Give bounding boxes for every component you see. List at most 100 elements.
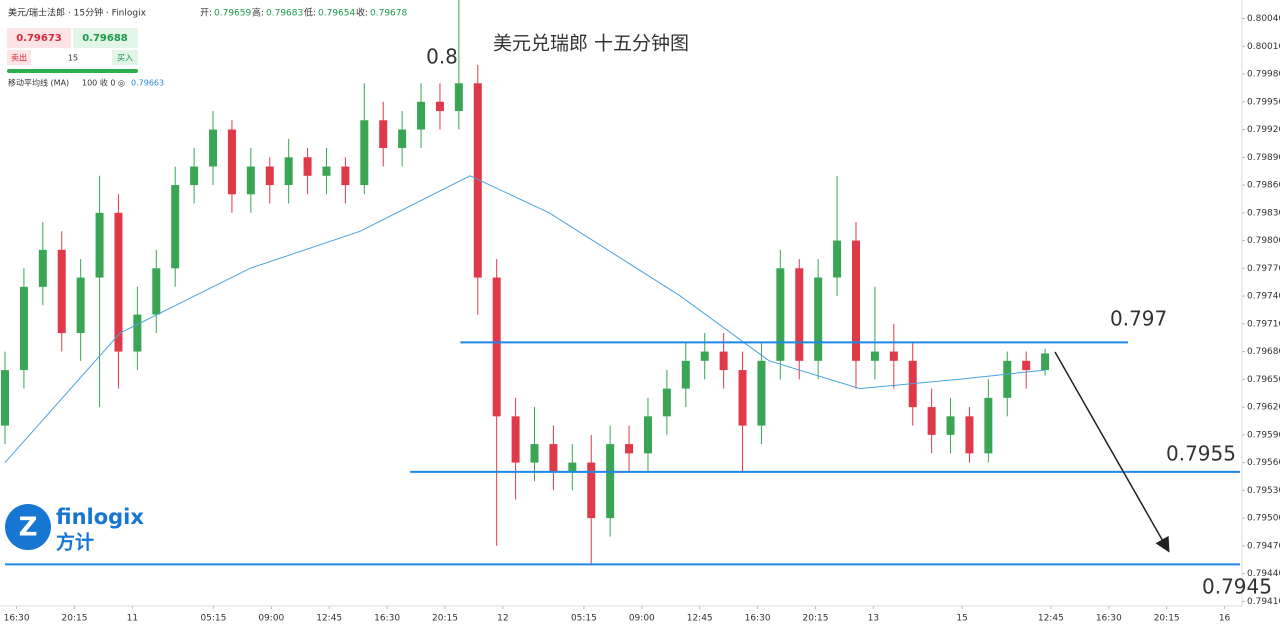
x-tick-label: 12:45 xyxy=(316,614,342,624)
candle-body xyxy=(757,360,766,426)
candle-body xyxy=(719,351,728,371)
x-tick-label: 05:15 xyxy=(200,614,226,624)
x-tick-label: 20:15 xyxy=(1154,614,1180,624)
x-tick-label: 20:15 xyxy=(803,614,829,624)
candle-body xyxy=(76,277,85,334)
chart-title: 美元兑瑞郎 十五分钟图 xyxy=(493,33,689,55)
candle-body xyxy=(152,268,161,315)
high-label: 高: xyxy=(252,7,264,19)
candle-body xyxy=(606,444,615,519)
candle-body xyxy=(814,277,823,361)
high-value: 0.79683 xyxy=(266,9,303,19)
candle-body xyxy=(227,129,236,195)
candle-body xyxy=(851,240,860,361)
candle-body xyxy=(492,277,501,417)
sell-button[interactable] xyxy=(7,28,71,48)
candle-body xyxy=(190,166,199,186)
x-tick-label: 16:30 xyxy=(4,614,30,624)
logo-mark xyxy=(5,504,51,550)
candle-body xyxy=(700,351,709,361)
y-tick-label: 0.80040 xyxy=(1247,14,1280,24)
candle-body xyxy=(435,101,444,112)
candle-body xyxy=(795,268,804,361)
buy-tag[interactable] xyxy=(112,50,138,65)
candle-body xyxy=(417,101,426,130)
candle-body xyxy=(870,351,879,361)
sell-label: 卖出 xyxy=(11,53,27,63)
x-tick-label: 16:30 xyxy=(374,614,400,624)
open-label: 开: xyxy=(200,8,212,19)
candle-body xyxy=(360,120,369,186)
candle-body xyxy=(738,370,747,426)
buy-price: 0.79688 xyxy=(82,33,128,44)
x-tick-label: 16:30 xyxy=(745,614,771,624)
candle-body xyxy=(776,268,785,361)
candle-body xyxy=(549,444,558,472)
candle-body xyxy=(587,462,596,519)
x-tick-label: 11 xyxy=(127,614,138,624)
candle-body xyxy=(38,249,47,287)
candle-body xyxy=(984,397,993,454)
close-label: 收: xyxy=(356,7,368,19)
logo-glyph: Z xyxy=(19,513,38,543)
candle-body xyxy=(927,407,936,435)
candle-body xyxy=(662,388,671,417)
candle-body xyxy=(625,444,634,454)
candle-body xyxy=(530,444,539,463)
x-tick-label: 20:15 xyxy=(62,614,88,624)
candle-body xyxy=(681,360,690,389)
candle-body xyxy=(322,166,331,176)
candle-body xyxy=(1003,360,1012,398)
candle-body xyxy=(284,157,293,186)
x-tick-label: 05:15 xyxy=(571,614,597,624)
x-tick-label: 15 xyxy=(956,614,967,624)
low-label: 低: xyxy=(304,7,316,19)
close-value: 0.79678 xyxy=(370,9,407,19)
candle-body xyxy=(511,416,520,463)
candle-body xyxy=(398,129,407,149)
candle-body xyxy=(833,240,842,278)
candle-body xyxy=(209,129,218,167)
x-tick-label: 12 xyxy=(497,614,508,624)
candle-body xyxy=(114,212,123,352)
candle-body xyxy=(341,166,350,186)
x-tick-label: 09:00 xyxy=(258,614,284,624)
candle-body xyxy=(95,212,104,278)
candle-body xyxy=(57,249,66,334)
buy-label: 买入 xyxy=(117,54,133,63)
open-value: 0.79659 xyxy=(214,9,251,19)
candle-body xyxy=(133,314,142,352)
candle-body xyxy=(1041,353,1050,371)
level-label: 0.7945 xyxy=(1202,575,1272,599)
buy-button[interactable] xyxy=(73,28,138,48)
moving-average xyxy=(4,175,1046,463)
level-label: 0.797 xyxy=(1110,307,1167,331)
candle-body xyxy=(965,416,974,454)
candle-body xyxy=(379,120,388,149)
candle-body xyxy=(1,370,9,426)
candle-body xyxy=(171,185,180,269)
candle-body xyxy=(889,351,898,361)
sell-tag[interactable] xyxy=(7,50,31,65)
annotation: 0.8 xyxy=(426,45,458,69)
x-tick-label: 20:15 xyxy=(432,614,458,624)
sell-price: 0.79673 xyxy=(16,33,62,44)
candle-body xyxy=(643,416,652,454)
header: 美元/瑞士法郎 · 15分钟 · Finlogix 开: 0.79659 高: … xyxy=(8,7,407,19)
candle-body xyxy=(568,462,577,472)
quantity[interactable]: 15 xyxy=(68,54,78,63)
